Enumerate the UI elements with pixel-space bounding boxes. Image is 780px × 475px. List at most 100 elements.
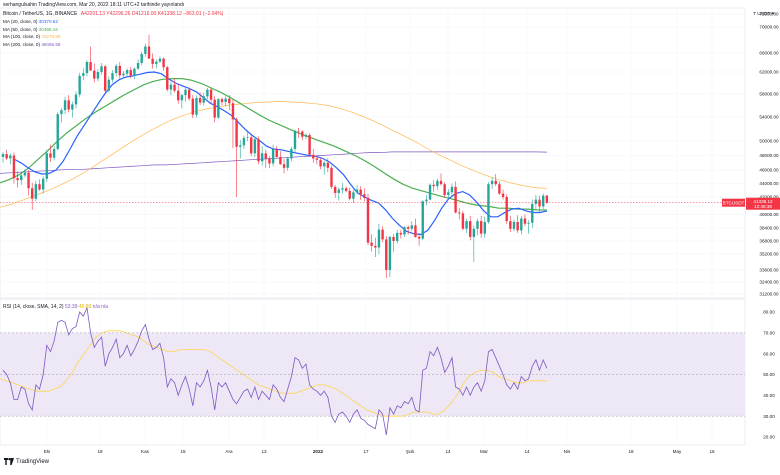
candle-body [425, 199, 428, 202]
candle-body [487, 184, 490, 222]
candle-body [308, 135, 311, 155]
price-tick-label: 62000.00 [759, 70, 779, 75]
candle-body [250, 137, 253, 154]
rsi-line [2, 306, 548, 435]
candle-body [458, 212, 461, 214]
candle-body [16, 178, 19, 181]
time-tick-label: May [673, 449, 682, 454]
candle-body [538, 199, 541, 207]
candle-body [516, 221, 519, 231]
price-tick-label: 72000.00 [759, 12, 779, 17]
price-tick-label: 38400.00 [759, 226, 779, 231]
indicator-value: 40370.62 [38, 19, 58, 24]
time-tick-label: 16 [709, 449, 715, 454]
time-tick-label: Kas [141, 449, 150, 454]
candle-body [410, 225, 413, 229]
currency-selector[interactable]: T USDT ▾ [753, 12, 774, 17]
candle-body [461, 213, 465, 229]
price-tag-countdown: 12:48:38 [754, 204, 772, 209]
price-tick-label: 70000.00 [759, 25, 779, 30]
price-tick-label: 31200.00 [759, 292, 779, 297]
rsi-tick-label: 60.00 [763, 351, 775, 356]
candle-body [202, 96, 205, 103]
candle-body [56, 114, 59, 149]
indicator-value: 48465.59 [41, 41, 61, 47]
candle-body [542, 195, 545, 207]
candle-body [417, 236, 421, 239]
candle-body [158, 58, 162, 62]
candle-body [242, 138, 246, 146]
time-tick-label: Şub [406, 449, 415, 454]
candle-body [374, 245, 377, 248]
candle-body [228, 98, 231, 104]
candle-body [421, 201, 424, 239]
time-tick-label: 14 [524, 449, 530, 454]
indicator-value: 43279.98 [41, 34, 61, 39]
rsi-tick-label: 40.00 [763, 393, 775, 398]
candle-body [512, 221, 516, 229]
candle-body [136, 62, 140, 69]
candle-body [111, 73, 114, 80]
candle-body [359, 189, 362, 195]
rsi-tick-label: 70.00 [763, 330, 775, 335]
candle-body [436, 180, 439, 187]
candle-body [443, 184, 446, 195]
time-tick-label: 18 [628, 449, 634, 454]
rsi-na: n/a n/a [92, 304, 109, 310]
candle-body [312, 154, 315, 159]
candle-body [341, 188, 344, 190]
candle-body [209, 89, 213, 100]
candle-body [52, 148, 56, 158]
candle-body [9, 155, 12, 159]
candle-body [180, 95, 184, 101]
candle-body [100, 66, 103, 72]
price-tick-label: 44000.00 [759, 181, 779, 186]
tradingview-icon [4, 458, 14, 465]
indicator-legend-item: MA (20, close, 0) 40370.62 [3, 19, 58, 24]
candle-body [428, 184, 432, 200]
candle-body [268, 158, 271, 164]
candle-body [155, 61, 158, 64]
time-tick-label: 13 [261, 449, 267, 454]
rsi-tick-label: 30.00 [763, 414, 775, 419]
rsi-sma-line [0, 330, 547, 417]
candle-body [71, 104, 74, 110]
candle-body [1, 154, 5, 157]
price-tick-label: 48000.00 [759, 153, 779, 158]
candle-body [385, 239, 388, 270]
candle-body [465, 221, 468, 229]
candle-body [381, 229, 384, 240]
indicator-label: MA (100, close, 0) [3, 34, 42, 39]
rsi-value: 53.39 [64, 304, 78, 310]
candle-body [122, 73, 125, 76]
candle-body [505, 197, 508, 222]
symbol-line: Bitcoin / TetherUS, 1G, BINANCE A42201.1… [3, 11, 223, 17]
candle-body [27, 172, 30, 189]
candle-body [479, 221, 483, 234]
candle-body [253, 139, 257, 154]
rsi-tick-label: 50.00 [763, 372, 775, 377]
candle-body [257, 139, 260, 162]
author-line: serhangulsahin TradingView.com, Mar 20, … [3, 2, 185, 8]
candle-body [45, 153, 48, 179]
candle-body [523, 218, 527, 224]
candle-body [260, 153, 264, 162]
candle-body [147, 46, 151, 59]
candle-body [173, 84, 176, 91]
candle-body [187, 89, 191, 99]
candle-body [34, 184, 38, 199]
candle-body [224, 98, 227, 103]
candle-body [315, 158, 319, 160]
candle-body [82, 73, 85, 76]
price-tag-bg [746, 197, 780, 210]
candle-body [271, 148, 275, 164]
candle-body [129, 70, 132, 76]
candle-body [23, 172, 27, 176]
indicator-legend-item: MA (50, close, 0) 40496.16 [3, 27, 58, 32]
indicator-legend-item: MA (200, close, 0) 48465.59 [3, 42, 60, 47]
candle-body [151, 58, 154, 64]
candle-body [476, 221, 479, 229]
price-tick-label: 46000.00 [759, 168, 779, 173]
